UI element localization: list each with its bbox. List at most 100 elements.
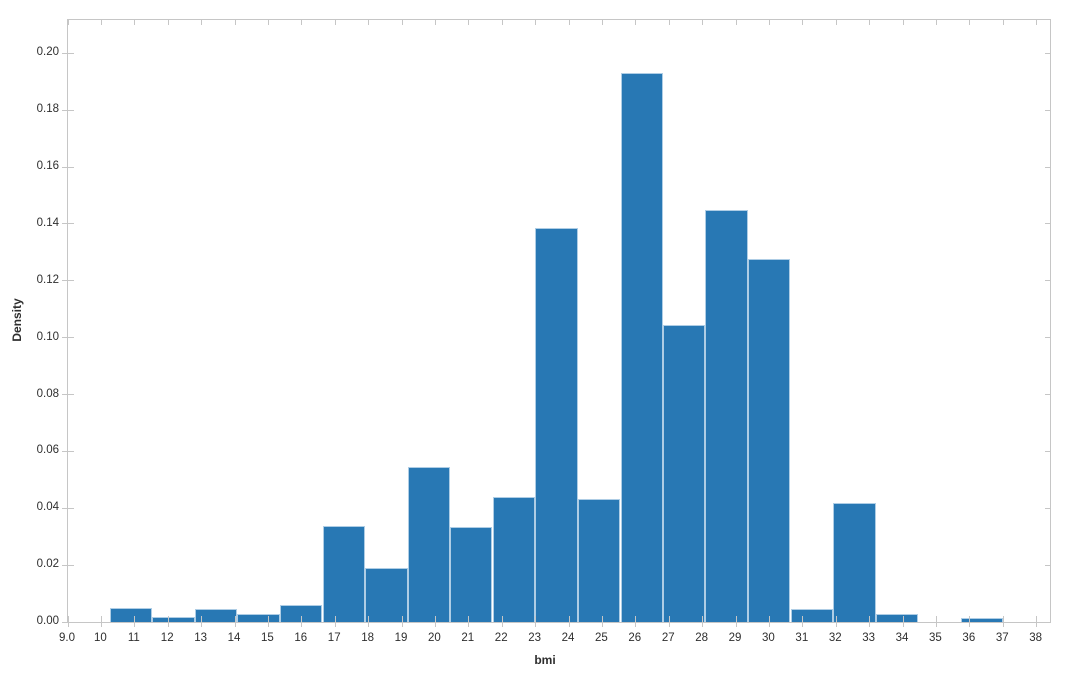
x-tick-label: 36	[962, 632, 976, 644]
x-tick-label: 28	[695, 632, 709, 644]
y-tick-right	[1045, 450, 1050, 452]
y-tick-label: 0.14	[36, 216, 59, 229]
histogram-bar	[960, 617, 1004, 622]
y-tick-left	[62, 564, 74, 566]
histogram-bar	[492, 497, 536, 622]
x-tick-label: 24	[561, 632, 575, 644]
x-tick-label: 35	[929, 632, 942, 644]
x-tick-bottom	[368, 616, 370, 627]
x-tick-bottom	[835, 616, 837, 627]
y-tick-label: 0.06	[36, 444, 59, 457]
x-tick-top	[167, 20, 169, 25]
x-axis-title: bmi	[534, 653, 556, 667]
x-tick-top	[1036, 20, 1038, 25]
x-tick-top	[501, 20, 503, 25]
y-tick-left	[62, 621, 74, 623]
y-tick-right	[1045, 52, 1050, 54]
histogram-bar	[237, 613, 281, 622]
y-tick-left	[62, 337, 74, 339]
y-tick-left	[62, 166, 74, 168]
y-tick-right	[1045, 166, 1050, 168]
x-tick-label: 32	[828, 632, 842, 644]
x-tick-label: 23	[528, 632, 542, 644]
x-tick-top	[668, 20, 670, 25]
x-tick-top	[67, 20, 69, 25]
x-tick-bottom	[802, 616, 804, 627]
x-tick-top	[301, 20, 303, 25]
x-tick-top	[568, 20, 570, 25]
x-tick-bottom	[134, 616, 136, 627]
x-tick-top	[201, 20, 203, 25]
histogram-bar	[620, 73, 663, 622]
x-tick-top	[835, 20, 837, 25]
x-tick-top	[267, 20, 269, 25]
x-tick-bottom	[234, 616, 236, 627]
x-tick-label: 17	[327, 632, 341, 644]
x-tick-top	[401, 20, 403, 25]
x-tick-label: 16	[294, 632, 308, 644]
y-tick-left	[62, 450, 74, 452]
histogram-bar	[875, 614, 918, 622]
x-tick-label: 14	[227, 632, 241, 644]
y-tick-right	[1045, 507, 1050, 509]
x-tick-label: 11	[127, 632, 140, 644]
y-tick-label: 0.18	[36, 103, 59, 116]
y-tick-label: 0.02	[36, 558, 59, 571]
y-tick-label: 0.08	[36, 387, 59, 400]
x-tick-bottom	[434, 616, 436, 627]
histogram-bar	[577, 498, 621, 622]
x-tick-top	[935, 20, 937, 25]
histogram-bar	[364, 568, 408, 622]
y-tick-left	[62, 394, 74, 395]
x-tick-top	[468, 20, 470, 25]
histogram-bar	[109, 607, 153, 622]
y-tick-right	[1045, 621, 1050, 623]
histogram-bar	[705, 210, 749, 622]
y-tick-label: 0.10	[36, 330, 59, 343]
x-tick-label: 25	[595, 632, 608, 644]
x-tick-bottom	[969, 616, 971, 627]
x-tick-bottom	[267, 616, 269, 627]
x-tick-bottom	[568, 616, 570, 627]
y-tick-label: 0.16	[36, 160, 59, 173]
x-tick-label: 37	[995, 632, 1009, 644]
histogram-bar	[790, 609, 833, 622]
x-tick-bottom	[635, 616, 637, 627]
x-tick-label: 9.0	[59, 632, 75, 644]
x-tick-label: 33	[862, 632, 876, 644]
x-tick-top	[1002, 20, 1004, 25]
x-tick-bottom	[334, 616, 336, 627]
x-tick-label: 38	[1029, 632, 1043, 644]
x-tick-top	[735, 20, 737, 25]
x-tick-bottom	[935, 616, 937, 627]
histogram-bar	[194, 609, 238, 622]
x-tick-bottom	[668, 616, 670, 627]
x-tick-top	[802, 20, 804, 25]
x-tick-label: 20	[428, 632, 441, 644]
histogram-bar	[662, 324, 706, 622]
x-tick-top	[234, 20, 236, 25]
histogram-bar	[748, 259, 791, 622]
x-tick-top	[434, 20, 436, 25]
x-tick-bottom	[1036, 616, 1038, 627]
x-tick-top	[601, 20, 603, 25]
x-tick-bottom	[100, 616, 102, 627]
x-tick-bottom	[902, 616, 904, 627]
y-tick-left	[62, 52, 74, 54]
plot-area	[62, 19, 1051, 627]
x-tick-top	[334, 20, 336, 25]
x-tick-bottom	[735, 616, 737, 627]
y-tick-right	[1045, 394, 1050, 395]
x-tick-label: 27	[661, 632, 675, 644]
x-tick-label: 26	[628, 632, 642, 644]
x-tick-bottom	[301, 616, 303, 627]
x-tick-bottom	[167, 616, 169, 627]
y-tick-right	[1045, 280, 1050, 282]
x-tick-bottom	[1002, 616, 1004, 627]
histogram-bar	[407, 467, 451, 622]
x-tick-label: 12	[160, 632, 174, 644]
x-tick-top	[869, 20, 871, 25]
x-tick-label: 22	[494, 632, 508, 644]
histogram-bar	[152, 617, 195, 622]
